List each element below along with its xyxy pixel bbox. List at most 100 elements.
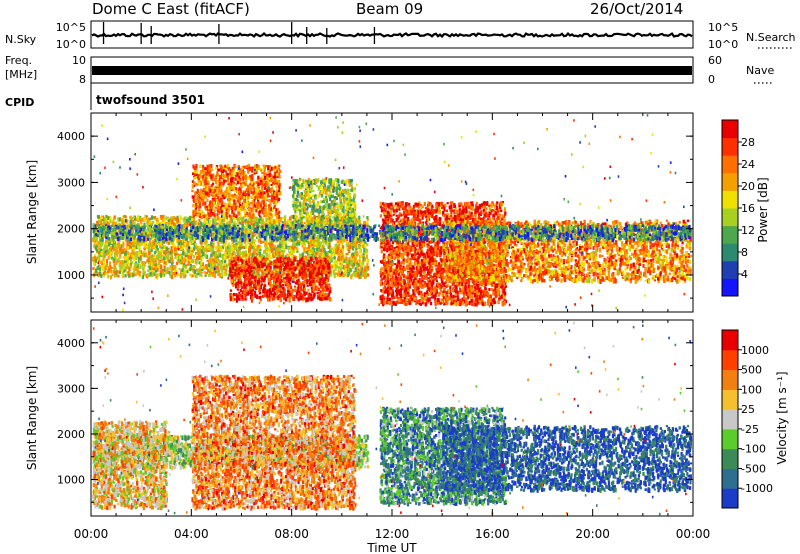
echo-cell (203, 218, 206, 224)
echo-cell (206, 267, 209, 270)
echo-cell (251, 213, 254, 219)
echo-cell (258, 198, 261, 201)
echo-cell (335, 249, 338, 255)
echo-cell (270, 247, 273, 252)
echo-cell (151, 226, 154, 231)
echo-cell (277, 214, 281, 219)
echo-cell (228, 244, 231, 250)
echo-cell (93, 223, 96, 227)
echo-cell (201, 262, 204, 267)
echo-cell (313, 252, 317, 255)
echo-cell (117, 274, 120, 278)
echo-cell (247, 230, 250, 235)
echo-cell (268, 209, 271, 213)
echo-cell (222, 265, 225, 271)
echo-cell (146, 259, 149, 262)
echo-cell (179, 215, 182, 218)
echo-cell (192, 177, 196, 180)
echo-cell (364, 221, 367, 226)
echo-cell (348, 271, 351, 276)
echo-cell (234, 177, 237, 181)
echo-cell (328, 224, 331, 229)
echo-cell (162, 214, 165, 220)
echo-cell (282, 244, 285, 250)
echo-cell (356, 265, 359, 268)
echo-cell (256, 255, 260, 259)
echo-cell (269, 243, 272, 247)
echo-cell (203, 172, 206, 177)
echo-cell (226, 243, 229, 247)
echo-cell (265, 253, 268, 257)
echo-cell (165, 269, 168, 275)
echo-cell (123, 256, 126, 259)
echo-cell (308, 215, 311, 218)
echo-cell (199, 263, 202, 269)
echo-cell (331, 250, 334, 254)
echo-cell (131, 254, 134, 257)
echo-cell (198, 248, 202, 251)
echo-cell (234, 188, 237, 193)
echo-cell (98, 218, 101, 221)
echo-cell (223, 271, 226, 277)
echo-cell (268, 248, 271, 253)
echo-cell (233, 246, 236, 250)
echo-cell (271, 208, 275, 213)
echo-cell (227, 207, 230, 212)
echo-cell (355, 247, 358, 251)
echo-cell (201, 223, 204, 227)
echo-cell (137, 265, 141, 269)
echo-cell (224, 190, 227, 195)
echo-cell (266, 244, 269, 248)
echo-cell (234, 222, 237, 227)
echo-cell (348, 244, 351, 250)
echo-cell (170, 249, 173, 255)
echo-cell (205, 186, 208, 190)
echo-cell (273, 255, 276, 258)
echo-cell (200, 268, 204, 272)
freq-panel: Freq. [MHz] 10 8 60 0 Nave (5, 54, 774, 86)
echo-cell (100, 216, 104, 219)
echo-cell (104, 248, 107, 251)
echo-cell (358, 259, 361, 262)
echo-cell (100, 242, 103, 248)
echo-cell (141, 274, 144, 280)
echo-cell (230, 244, 234, 249)
echo-cell (229, 253, 232, 258)
echo-cell (113, 269, 116, 274)
echo-cell (224, 164, 227, 168)
echo-cell (218, 220, 221, 223)
echo-cell (117, 244, 120, 249)
echo-cell (307, 241, 310, 245)
echo-cell (241, 251, 244, 256)
echo-cell (164, 255, 167, 259)
echo-cell (273, 171, 276, 176)
echo-cell (191, 220, 194, 225)
echo-cell (105, 263, 109, 267)
echo-cell (211, 265, 214, 270)
echo-cell (131, 216, 134, 221)
echo-cell (342, 273, 345, 278)
echo-cell (229, 215, 232, 220)
echo-cell (201, 196, 204, 199)
echo-cell (240, 206, 243, 211)
echo-cell (252, 269, 255, 275)
echo-cell (272, 230, 275, 233)
echo-cell (242, 176, 245, 181)
echo-cell (262, 200, 265, 205)
echo-cell (155, 257, 159, 261)
echo-cell (210, 253, 213, 259)
echo-cell (292, 215, 295, 219)
echo-cell (192, 267, 195, 271)
echo-cell (254, 267, 257, 270)
echo-cell (255, 168, 258, 172)
echo-cell (217, 252, 220, 255)
echo-cell (259, 194, 262, 198)
echo-cell (263, 213, 266, 218)
echo-cell (154, 270, 158, 273)
echo-cell (347, 274, 350, 278)
echo-cell (283, 239, 286, 244)
echo-cell (236, 177, 239, 182)
echo-cell (192, 210, 196, 216)
echo-cell (133, 243, 136, 247)
echo-cell (209, 272, 212, 276)
